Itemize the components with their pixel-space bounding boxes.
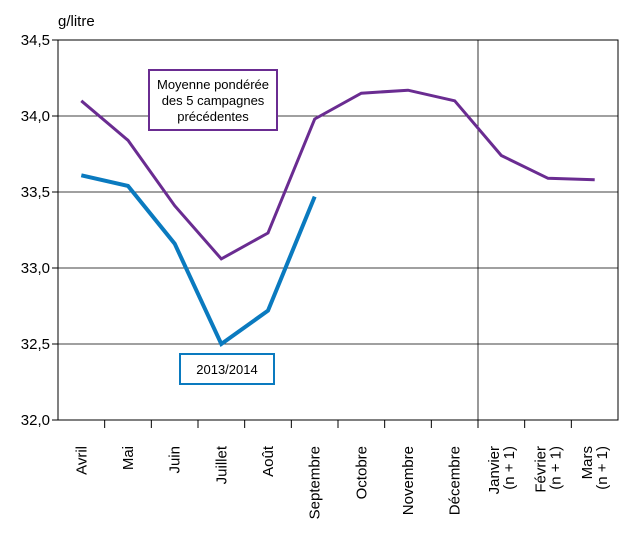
y-tick-label: 34,0 <box>21 108 50 125</box>
plot-area-border <box>57 39 619 421</box>
x-tick-label: Décembre <box>447 446 464 515</box>
y-tick-label: 32,0 <box>21 412 50 429</box>
x-tick-label: Octobre <box>353 446 370 499</box>
x-tick-label-line: Mai <box>120 446 137 470</box>
y-tick-label: 33,5 <box>21 184 50 201</box>
x-tick-label: Août <box>260 445 277 477</box>
plot-frame <box>57 39 619 421</box>
y-axis-unit-label: g/litre <box>58 13 95 30</box>
x-tick-label-line: Septembre <box>307 446 324 519</box>
x-tick-label: Novembre <box>400 446 417 515</box>
series-label-box <box>148 69 278 131</box>
x-tick-label: Juillet <box>213 445 230 484</box>
x-tick-label-line: Janvier <box>486 446 503 494</box>
series-label-text: des 5 campagnes <box>162 93 265 108</box>
x-tick-label: Mars(n + 1) <box>579 446 611 490</box>
y-tick-label: 32,5 <box>21 336 50 353</box>
series-label-text: 2013/2014 <box>196 362 257 377</box>
x-tick-label: Janvier(n + 1) <box>486 446 518 494</box>
y-tick-label: 33,0 <box>21 260 50 277</box>
x-tick-label-line: Décembre <box>447 446 464 515</box>
x-tick-label-line: Novembre <box>400 446 417 515</box>
x-tick-label-line: (n + 1) <box>548 446 565 490</box>
y-axis: 32,0 32,5 33,0 33,5 34,0 34,5 <box>21 32 58 429</box>
series-label-2: 2013/2014 <box>179 353 275 385</box>
x-tick-label-line: Juin <box>167 446 184 474</box>
x-tick-label-line: Août <box>260 445 277 477</box>
y-tick-label: 34,5 <box>21 32 50 49</box>
series-lines <box>80 88 595 348</box>
x-tick-label-line: Mars <box>579 446 596 479</box>
x-tick-label: Juin <box>167 446 184 474</box>
x-tick-label-line: Octobre <box>353 446 370 499</box>
x-tick-label: Février(n + 1) <box>533 446 565 493</box>
series-label-box <box>179 353 275 385</box>
x-tick-label: Mai <box>120 446 137 470</box>
series-label-text: Moyenne pondérée <box>157 77 269 92</box>
x-tick-label-line: Juillet <box>213 445 230 484</box>
series-line-2 <box>80 173 317 348</box>
x-tick-label-line: Février <box>533 446 550 493</box>
x-tick-label-line: (n + 1) <box>501 446 518 490</box>
grid-lines <box>58 115 618 345</box>
x-axis: Avril Mai Juin Juillet Août Septembre Octobre N… <box>73 420 611 519</box>
series-line-1 <box>80 88 595 261</box>
x-tick-label-line: Avril <box>73 446 90 475</box>
x-tick-label: Septembre <box>307 446 324 519</box>
x-tick-label: Avril <box>73 446 90 475</box>
x-tick-label-line: (n + 1) <box>594 446 611 490</box>
series-label-text: précédentes <box>177 109 249 124</box>
